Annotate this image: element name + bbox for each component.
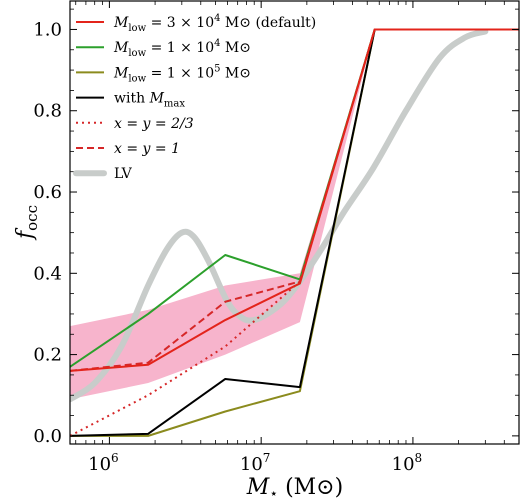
band-area — [70, 29, 375, 400]
y-axis-title-sub: occ — [23, 205, 41, 231]
legend: Mlow = 3 × 104 M⊙ (default)Mlow = 1 × 10… — [73, 13, 316, 182]
y-tick-label: 0.6 — [33, 182, 62, 203]
legend-exp: 4 — [214, 38, 220, 49]
legend-unit: M⊙ — [220, 40, 251, 56]
legend-plain: LV — [114, 166, 133, 182]
legend-rest: = 3 × 10 — [146, 15, 214, 31]
legend-rest: = 1 × 10 — [146, 40, 214, 56]
x-tick-label: 106 — [88, 451, 119, 475]
legend-label-3: with Mmax — [114, 91, 185, 110]
legend-m: M — [113, 40, 129, 56]
legend-eq: x = y = 1 — [114, 141, 180, 157]
legend-sub: low — [128, 23, 146, 34]
series-line-6 — [70, 28, 519, 372]
x-tick-base: 10 — [392, 454, 415, 475]
legend-label-2: Mlow = 1 × 105 M⊙ — [113, 63, 251, 84]
legend-sub: low — [128, 48, 146, 59]
legend-sub: low — [128, 73, 146, 84]
legend-sub: max — [164, 99, 185, 110]
series-line-0 — [70, 28, 489, 403]
x-tick-label: 108 — [392, 451, 423, 475]
legend-rest: = 1 × 10 — [146, 65, 214, 81]
y-axis-title: focc — [13, 205, 41, 241]
legend-unit: M⊙ (default) — [220, 15, 316, 31]
x-tick-exp: 7 — [263, 451, 271, 465]
y-tick-label: 0.2 — [33, 345, 62, 366]
y-tick-label: 0.4 — [33, 263, 62, 284]
x-tick-base: 10 — [88, 454, 111, 475]
y-tick-label: 0.8 — [33, 101, 62, 122]
x-axis-title-sub: ⋆ — [269, 486, 278, 502]
legend-m: M — [113, 15, 129, 31]
plot-frame — [69, 0, 520, 445]
legend-m: M — [149, 91, 165, 107]
legend-eq: x = y = 2/3 — [114, 116, 194, 132]
series-lines — [70, 28, 519, 437]
legend-exp: 4 — [214, 13, 220, 24]
x-axis-title: M⋆ (M⊙) — [246, 475, 343, 502]
uncertainty-band — [70, 29, 375, 400]
y-tick-label: 0.0 — [33, 426, 62, 447]
legend-label-5: x = y = 1 — [114, 141, 180, 157]
axis-titles: M⋆ (M⊙) focc — [13, 205, 343, 502]
legend-unit: M⊙ — [220, 65, 251, 81]
x-tick-label: 107 — [240, 451, 271, 475]
x-axis-title-unit: (M⊙) — [278, 475, 343, 500]
legend-label-6: Mlow = 3 × 104 M⊙ (default) — [113, 13, 316, 34]
x-tick-exp: 6 — [111, 451, 119, 465]
legend-exp: 5 — [214, 63, 220, 74]
x-tick-exp: 8 — [415, 451, 423, 465]
legend-label-1: Mlow = 1 × 104 M⊙ — [113, 38, 251, 59]
legend-label-0: LV — [114, 166, 133, 182]
x-tick-base: 10 — [240, 454, 263, 475]
x-axis-title-main: M — [246, 475, 270, 500]
legend-label-4: x = y = 2/3 — [114, 116, 194, 132]
legend-m: M — [113, 65, 129, 81]
legend-with: with — [114, 91, 150, 107]
y-tick-label: 1.0 — [33, 19, 62, 40]
